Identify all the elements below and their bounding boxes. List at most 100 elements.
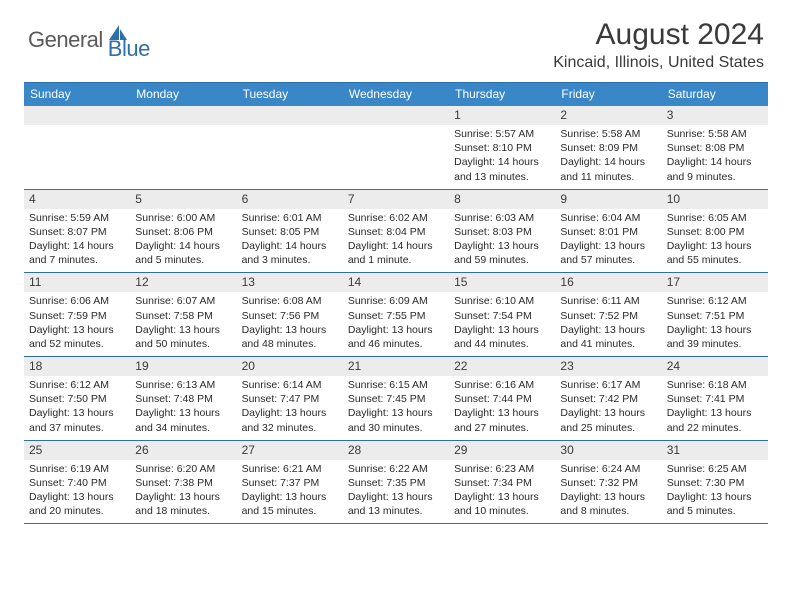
week-row: 25Sunrise: 6:19 AMSunset: 7:40 PMDayligh…: [24, 440, 768, 524]
day-detail: Sunrise: 6:18 AMSunset: 7:41 PMDaylight:…: [662, 376, 768, 440]
day-header: Wednesday: [343, 83, 449, 107]
day-cell: 6Sunrise: 6:01 AMSunset: 8:05 PMDaylight…: [237, 189, 343, 273]
day-detail: Sunrise: 6:01 AMSunset: 8:05 PMDaylight:…: [237, 209, 343, 273]
day-detail: Sunrise: 6:25 AMSunset: 7:30 PMDaylight:…: [662, 460, 768, 524]
day-detail: Sunrise: 6:14 AMSunset: 7:47 PMDaylight:…: [237, 376, 343, 440]
day-detail: Sunrise: 6:16 AMSunset: 7:44 PMDaylight:…: [449, 376, 555, 440]
day-cell: 10Sunrise: 6:05 AMSunset: 8:00 PMDayligh…: [662, 189, 768, 273]
day-detail: Sunrise: 6:13 AMSunset: 7:48 PMDaylight:…: [130, 376, 236, 440]
day-number: 16: [555, 273, 661, 292]
day-detail: Sunrise: 6:17 AMSunset: 7:42 PMDaylight:…: [555, 376, 661, 440]
day-number: 12: [130, 273, 236, 292]
day-detail: Sunrise: 6:02 AMSunset: 8:04 PMDaylight:…: [343, 209, 449, 273]
day-header: Thursday: [449, 83, 555, 107]
day-number: 22: [449, 357, 555, 376]
day-detail: Sunrise: 6:07 AMSunset: 7:58 PMDaylight:…: [130, 292, 236, 356]
day-cell: 9Sunrise: 6:04 AMSunset: 8:01 PMDaylight…: [555, 189, 661, 273]
day-cell: 20Sunrise: 6:14 AMSunset: 7:47 PMDayligh…: [237, 357, 343, 441]
logo: General Blue: [28, 18, 150, 62]
day-cell: 31Sunrise: 6:25 AMSunset: 7:30 PMDayligh…: [662, 440, 768, 524]
day-cell: 17Sunrise: 6:12 AMSunset: 7:51 PMDayligh…: [662, 273, 768, 357]
day-number: 31: [662, 441, 768, 460]
day-cell: 29Sunrise: 6:23 AMSunset: 7:34 PMDayligh…: [449, 440, 555, 524]
day-number: 24: [662, 357, 768, 376]
day-detail: Sunrise: 5:58 AMSunset: 8:09 PMDaylight:…: [555, 125, 661, 189]
day-number: 28: [343, 441, 449, 460]
day-detail: Sunrise: 5:57 AMSunset: 8:10 PMDaylight:…: [449, 125, 555, 189]
day-cell: 15Sunrise: 6:10 AMSunset: 7:54 PMDayligh…: [449, 273, 555, 357]
day-detail: Sunrise: 5:59 AMSunset: 8:07 PMDaylight:…: [24, 209, 130, 273]
day-cell: 3Sunrise: 5:58 AMSunset: 8:08 PMDaylight…: [662, 106, 768, 189]
day-cell: 18Sunrise: 6:12 AMSunset: 7:50 PMDayligh…: [24, 357, 130, 441]
day-number: 2: [555, 106, 661, 125]
day-cell: 12Sunrise: 6:07 AMSunset: 7:58 PMDayligh…: [130, 273, 236, 357]
day-detail-empty: [130, 125, 236, 175]
day-cell: 8Sunrise: 6:03 AMSunset: 8:03 PMDaylight…: [449, 189, 555, 273]
day-number: 23: [555, 357, 661, 376]
day-number: 6: [237, 190, 343, 209]
day-cell: 4Sunrise: 5:59 AMSunset: 8:07 PMDaylight…: [24, 189, 130, 273]
day-detail: Sunrise: 6:11 AMSunset: 7:52 PMDaylight:…: [555, 292, 661, 356]
day-detail: Sunrise: 5:58 AMSunset: 8:08 PMDaylight:…: [662, 125, 768, 189]
day-number: 5: [130, 190, 236, 209]
day-detail: Sunrise: 6:15 AMSunset: 7:45 PMDaylight:…: [343, 376, 449, 440]
day-number: 15: [449, 273, 555, 292]
day-cell: 19Sunrise: 6:13 AMSunset: 7:48 PMDayligh…: [130, 357, 236, 441]
day-detail-empty: [237, 125, 343, 175]
day-number: 17: [662, 273, 768, 292]
day-detail: Sunrise: 6:08 AMSunset: 7:56 PMDaylight:…: [237, 292, 343, 356]
week-row: 11Sunrise: 6:06 AMSunset: 7:59 PMDayligh…: [24, 273, 768, 357]
day-number: 18: [24, 357, 130, 376]
day-number-empty: [24, 106, 130, 125]
day-detail: Sunrise: 6:19 AMSunset: 7:40 PMDaylight:…: [24, 460, 130, 524]
day-cell: 11Sunrise: 6:06 AMSunset: 7:59 PMDayligh…: [24, 273, 130, 357]
day-header: Monday: [130, 83, 236, 107]
week-row: 1Sunrise: 5:57 AMSunset: 8:10 PMDaylight…: [24, 106, 768, 189]
day-cell: 1Sunrise: 5:57 AMSunset: 8:10 PMDaylight…: [449, 106, 555, 189]
day-header: Saturday: [662, 83, 768, 107]
day-detail: Sunrise: 6:24 AMSunset: 7:32 PMDaylight:…: [555, 460, 661, 524]
day-header: Friday: [555, 83, 661, 107]
day-number: 27: [237, 441, 343, 460]
day-cell: 16Sunrise: 6:11 AMSunset: 7:52 PMDayligh…: [555, 273, 661, 357]
day-number: 30: [555, 441, 661, 460]
day-header: Tuesday: [237, 83, 343, 107]
day-cell: 22Sunrise: 6:16 AMSunset: 7:44 PMDayligh…: [449, 357, 555, 441]
day-detail-empty: [343, 125, 449, 175]
calendar-table: SundayMondayTuesdayWednesdayThursdayFrid…: [24, 82, 768, 524]
day-detail: Sunrise: 6:10 AMSunset: 7:54 PMDaylight:…: [449, 292, 555, 356]
day-cell: 14Sunrise: 6:09 AMSunset: 7:55 PMDayligh…: [343, 273, 449, 357]
day-cell: [130, 106, 236, 189]
day-detail: Sunrise: 6:12 AMSunset: 7:51 PMDaylight:…: [662, 292, 768, 356]
day-detail: Sunrise: 6:05 AMSunset: 8:00 PMDaylight:…: [662, 209, 768, 273]
day-number: 8: [449, 190, 555, 209]
day-header: Sunday: [24, 83, 130, 107]
day-cell: 28Sunrise: 6:22 AMSunset: 7:35 PMDayligh…: [343, 440, 449, 524]
day-number: 9: [555, 190, 661, 209]
day-number-empty: [130, 106, 236, 125]
day-cell: 30Sunrise: 6:24 AMSunset: 7:32 PMDayligh…: [555, 440, 661, 524]
day-number-empty: [237, 106, 343, 125]
day-cell: [24, 106, 130, 189]
day-number: 14: [343, 273, 449, 292]
day-header-row: SundayMondayTuesdayWednesdayThursdayFrid…: [24, 83, 768, 107]
day-detail: Sunrise: 6:22 AMSunset: 7:35 PMDaylight:…: [343, 460, 449, 524]
day-cell: 26Sunrise: 6:20 AMSunset: 7:38 PMDayligh…: [130, 440, 236, 524]
location-text: Kincaid, Illinois, United States: [553, 54, 764, 72]
day-detail: Sunrise: 6:03 AMSunset: 8:03 PMDaylight:…: [449, 209, 555, 273]
day-number: 3: [662, 106, 768, 125]
day-cell: 24Sunrise: 6:18 AMSunset: 7:41 PMDayligh…: [662, 357, 768, 441]
day-detail-empty: [24, 125, 130, 175]
header: General Blue August 2024 Kincaid, Illino…: [0, 0, 792, 74]
day-detail: Sunrise: 6:06 AMSunset: 7:59 PMDaylight:…: [24, 292, 130, 356]
week-row: 4Sunrise: 5:59 AMSunset: 8:07 PMDaylight…: [24, 189, 768, 273]
day-detail: Sunrise: 6:00 AMSunset: 8:06 PMDaylight:…: [130, 209, 236, 273]
day-detail: Sunrise: 6:09 AMSunset: 7:55 PMDaylight:…: [343, 292, 449, 356]
day-number: 13: [237, 273, 343, 292]
day-detail: Sunrise: 6:04 AMSunset: 8:01 PMDaylight:…: [555, 209, 661, 273]
day-cell: 7Sunrise: 6:02 AMSunset: 8:04 PMDaylight…: [343, 189, 449, 273]
day-cell: 13Sunrise: 6:08 AMSunset: 7:56 PMDayligh…: [237, 273, 343, 357]
day-number: 10: [662, 190, 768, 209]
day-number: 25: [24, 441, 130, 460]
day-cell: 21Sunrise: 6:15 AMSunset: 7:45 PMDayligh…: [343, 357, 449, 441]
